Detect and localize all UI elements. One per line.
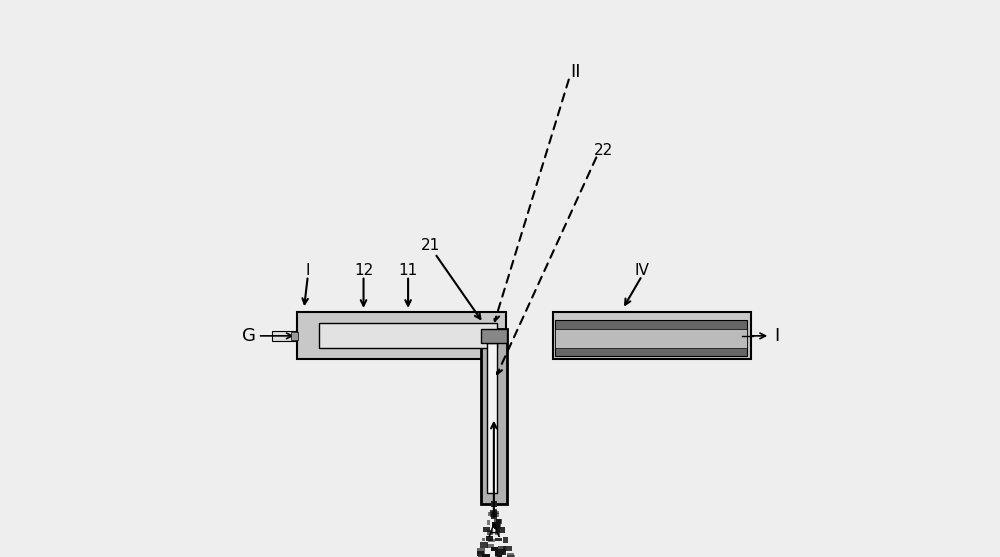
Bar — [319, 323, 497, 348]
Bar — [492, 512, 497, 516]
Bar — [555, 320, 747, 356]
Bar — [494, 519, 502, 524]
Bar — [495, 538, 502, 541]
Bar — [507, 553, 514, 557]
Bar — [491, 501, 497, 507]
Bar — [494, 525, 498, 529]
Bar — [486, 536, 493, 541]
Bar — [497, 555, 502, 557]
Text: A: A — [488, 523, 500, 541]
Bar — [490, 510, 497, 517]
Bar — [507, 555, 515, 557]
Text: G: G — [242, 327, 256, 345]
Bar — [482, 554, 490, 557]
Bar — [487, 520, 490, 525]
Bar — [487, 544, 494, 548]
Text: II: II — [570, 63, 580, 81]
Bar — [488, 539, 495, 542]
Bar — [493, 522, 500, 527]
Bar — [498, 549, 506, 555]
Bar — [481, 329, 507, 504]
Bar — [477, 548, 485, 554]
Text: I: I — [306, 263, 310, 277]
Bar — [496, 520, 501, 526]
Bar — [497, 527, 505, 533]
Bar — [480, 543, 488, 548]
Bar — [272, 331, 297, 341]
Bar — [487, 343, 497, 493]
Bar — [493, 521, 500, 527]
Bar — [498, 546, 504, 553]
Bar — [492, 522, 499, 527]
Bar — [492, 511, 499, 515]
Bar — [495, 528, 500, 535]
Bar — [501, 552, 504, 555]
Bar — [481, 329, 507, 343]
Bar — [488, 512, 495, 516]
Bar — [477, 551, 484, 556]
Bar — [555, 329, 747, 348]
Text: IV: IV — [635, 263, 649, 277]
Bar — [297, 312, 506, 359]
Text: I: I — [774, 327, 779, 345]
Bar — [491, 514, 497, 519]
Bar — [478, 556, 481, 557]
Bar — [492, 522, 495, 528]
Bar — [496, 519, 501, 522]
Text: 22: 22 — [593, 143, 613, 158]
Bar — [482, 538, 485, 541]
Bar — [553, 312, 751, 359]
Bar — [481, 555, 489, 557]
Bar — [495, 550, 498, 556]
Bar — [490, 510, 496, 512]
Text: 11: 11 — [398, 263, 418, 277]
Bar — [495, 553, 502, 557]
Text: 21: 21 — [421, 238, 440, 252]
Bar — [487, 530, 493, 535]
Bar — [503, 546, 506, 551]
Bar — [503, 536, 508, 543]
Bar — [492, 514, 497, 516]
Bar — [491, 548, 498, 551]
Bar — [491, 513, 497, 516]
Text: 12: 12 — [354, 263, 373, 277]
Bar — [493, 513, 499, 517]
Bar — [495, 526, 501, 529]
Bar — [291, 332, 298, 340]
Bar — [483, 527, 490, 531]
Bar — [504, 546, 512, 551]
Bar — [494, 509, 497, 515]
